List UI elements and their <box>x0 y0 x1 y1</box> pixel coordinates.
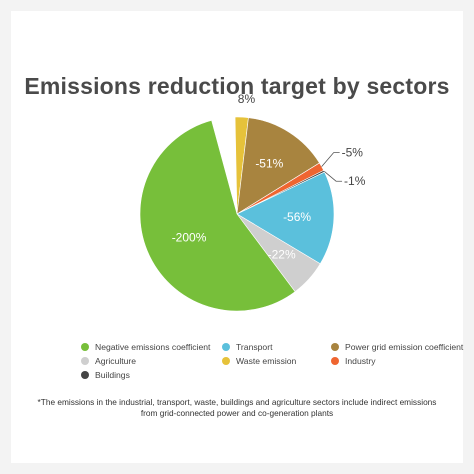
pie-slice-negative-emissions-coefficient <box>139 120 296 312</box>
legend-swatch <box>331 343 339 351</box>
legend-swatch <box>81 357 89 365</box>
legend-item: Buildings <box>81 370 130 380</box>
legend-item: Negative emissions coefficient <box>81 342 210 352</box>
chart-footnote: *The emissions in the industrial, transp… <box>37 397 437 418</box>
slice-value-label: -51% <box>255 156 283 170</box>
slice-value-label: -5% <box>342 146 364 160</box>
legend-item: Industry <box>331 356 376 366</box>
legend-swatch <box>81 343 89 351</box>
legend-label: Buildings <box>95 370 130 380</box>
slice-value-label: 8% <box>238 92 256 106</box>
slice-leader-line <box>323 170 343 182</box>
legend-swatch <box>222 357 230 365</box>
slice-value-label: -200% <box>172 230 207 244</box>
legend-label: Negative emissions coefficient <box>95 342 211 352</box>
legend-swatch <box>222 343 230 351</box>
legend-item: Transport <box>222 342 272 352</box>
slice-leader-line <box>321 152 340 167</box>
pie-slice-transport <box>236 171 335 265</box>
legend-label: Waste emission <box>236 356 297 366</box>
slice-value-label: -56% <box>283 210 311 224</box>
pie-slice-power-grid-emission-coefficient <box>236 117 320 215</box>
slice-value-label: -22% <box>268 247 296 261</box>
legend-label: Agriculture <box>95 356 137 366</box>
legend-label: Power grid emission coefficient <box>345 342 464 352</box>
legend-swatch <box>331 357 339 365</box>
slice-value-label: -1% <box>344 174 366 188</box>
chart-title: Emissions reduction target by sectors <box>24 73 450 99</box>
legend-item: Agriculture <box>81 356 136 366</box>
legend-label: Industry <box>345 356 376 366</box>
legend-label: Transport <box>236 342 273 352</box>
legend-item: Power grid emission coefficient <box>331 342 463 352</box>
legend-item: Waste emission <box>222 356 296 366</box>
legend-swatch <box>81 371 89 379</box>
pie-chart: 8% -51% -5% -1% -56% -22% -200% <box>139 92 366 312</box>
chart-card: Emissions reduction target by sectors 8%… <box>11 11 463 463</box>
